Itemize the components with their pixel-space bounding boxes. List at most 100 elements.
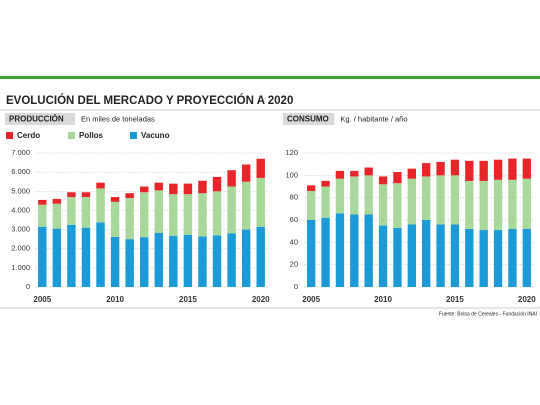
bar-segment (81, 192, 91, 198)
bar-segment (110, 197, 120, 202)
bar-segment (335, 178, 345, 214)
bar-segment (407, 178, 416, 225)
y-tick-label: 1.000 (11, 263, 30, 272)
y-tick-label: 0 (294, 282, 298, 291)
legend-swatch (130, 132, 137, 139)
bar-segment (52, 198, 62, 204)
y-tick-label: 4.000 (11, 205, 30, 214)
bar-segment (493, 179, 503, 231)
bar-segment (38, 204, 47, 227)
bar-segment (378, 176, 388, 185)
legend-label: Pollos (79, 131, 104, 140)
bar-segment (183, 194, 193, 235)
x-tick-label: 2010 (374, 295, 392, 304)
y-tick-label: 7.000 (11, 148, 30, 157)
bar-segment (81, 227, 91, 287)
subtitle: En miles de toneladas (81, 114, 155, 123)
bar-segment (212, 176, 222, 192)
bar-segment (307, 185, 316, 191)
bar-segment (335, 213, 345, 287)
x-tick-label: 2005 (33, 295, 51, 304)
bar-segment (183, 183, 193, 195)
bar-segment (169, 235, 178, 287)
bar-segment (110, 201, 120, 237)
bar-segment (307, 190, 316, 220)
source: Fuente: Bolsa de Cereales - Fundación IN… (439, 311, 537, 317)
bar-segment (154, 233, 164, 287)
bar-segment (198, 236, 207, 287)
bar-segment (450, 159, 460, 176)
section-tag-bg (5, 113, 75, 125)
bar-segment (321, 186, 330, 218)
y-tick-label: 120 (285, 148, 298, 157)
top-rule (0, 76, 540, 79)
bar-segment (321, 217, 330, 287)
x-tick-label: 2015 (179, 295, 197, 304)
bar-segment (183, 234, 193, 287)
bar-segment (522, 178, 531, 229)
bar-segment (422, 176, 431, 220)
bar-segment (378, 225, 388, 287)
bar-segment (450, 175, 460, 225)
bar-segment (450, 224, 460, 287)
bar-segment (364, 167, 373, 176)
bar-segment (169, 183, 178, 195)
bar-segment (38, 226, 47, 287)
bar-segment (96, 188, 105, 223)
bar-segment (436, 224, 445, 287)
y-tick-label: 100 (285, 170, 298, 179)
bar-segment (110, 236, 120, 287)
bar-segment (393, 183, 402, 228)
bar-segment (241, 164, 251, 182)
bar-segment (407, 168, 416, 179)
bar-segment (139, 192, 149, 238)
y-tick-label: 60 (290, 215, 298, 224)
y-tick-label: 3.000 (11, 225, 30, 234)
bar-segment (508, 228, 517, 287)
bar-segment (407, 224, 416, 287)
bar-segment (307, 220, 316, 287)
bar-segment (393, 227, 402, 287)
bar-segment (256, 226, 265, 287)
bar-segment (52, 203, 62, 229)
bar-segment (436, 161, 445, 176)
legend-swatch (6, 132, 13, 139)
legend-swatch (68, 132, 75, 139)
section-tag: PRODUCCIÓN (9, 115, 64, 124)
x-tick-label: 2010 (106, 295, 124, 304)
bar-segment (169, 194, 178, 236)
bar-segment (364, 175, 373, 215)
bar-segment (465, 180, 474, 229)
bar-segment (335, 170, 345, 179)
bar-segment (67, 197, 76, 225)
bar-segment (227, 233, 236, 287)
bar-segment (422, 163, 431, 177)
bar-segment (350, 170, 359, 177)
section-tag-bg (283, 113, 335, 125)
legend-label: Vacuno (141, 131, 170, 140)
bar-segment (241, 181, 251, 230)
subtitle: Kg. / habitante / año (340, 114, 407, 123)
bar-segment (52, 228, 62, 287)
bar-segment (212, 235, 222, 287)
bar-segment (493, 159, 503, 180)
bar-segment (154, 182, 164, 191)
bar-segment (422, 220, 431, 287)
bar-segment (125, 239, 134, 287)
bar-segment (212, 191, 222, 236)
bar-segment (479, 180, 488, 231)
bar-segment (393, 171, 402, 184)
bar-segment (508, 179, 517, 229)
x-tick-label: 2020 (252, 295, 270, 304)
legend-label: Cerdo (17, 131, 40, 140)
bar-segment (522, 228, 531, 287)
bar-segment (198, 193, 207, 237)
bar-segment (81, 197, 91, 228)
bar-segment (321, 180, 330, 187)
y-tick-label: 5.000 (11, 186, 30, 195)
section-tag: CONSUMO (287, 115, 329, 124)
bar-segment (125, 193, 134, 198)
bar-segment (139, 237, 149, 287)
x-tick-label: 2020 (518, 295, 536, 304)
y-tick-label: 0 (26, 282, 30, 291)
